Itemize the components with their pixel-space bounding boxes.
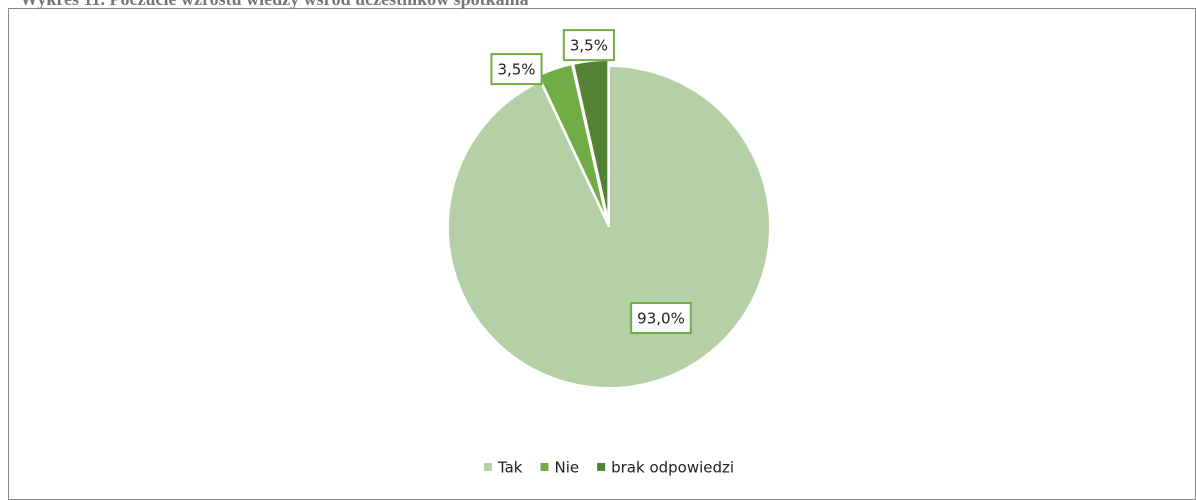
data-label-text: 3,5% bbox=[570, 37, 608, 55]
data-label: 3,5% bbox=[490, 53, 543, 86]
legend-swatch bbox=[540, 463, 549, 471]
legend-label: Tak bbox=[497, 459, 523, 477]
legend-item: Nie bbox=[540, 459, 579, 477]
data-label: 3,5% bbox=[562, 29, 615, 62]
legend-label: Nie bbox=[554, 459, 579, 477]
legend-label: brak odpowiedzi bbox=[611, 459, 734, 477]
legend-swatch bbox=[483, 463, 492, 471]
legend-item: brak odpowiedzi bbox=[597, 459, 734, 477]
data-label: 93,0% bbox=[630, 302, 692, 334]
data-label-text: 3,5% bbox=[497, 61, 535, 79]
legend-swatch bbox=[597, 463, 606, 471]
data-label-box bbox=[562, 29, 615, 62]
chart-title: Wykres 11. Poczucie wzrostu wiedzy wśród… bbox=[20, 0, 529, 9]
data-label-box bbox=[490, 53, 543, 86]
data-label-text: 93,0% bbox=[637, 310, 685, 328]
data-label-box bbox=[630, 302, 692, 334]
legend-item: Tak bbox=[483, 459, 523, 477]
